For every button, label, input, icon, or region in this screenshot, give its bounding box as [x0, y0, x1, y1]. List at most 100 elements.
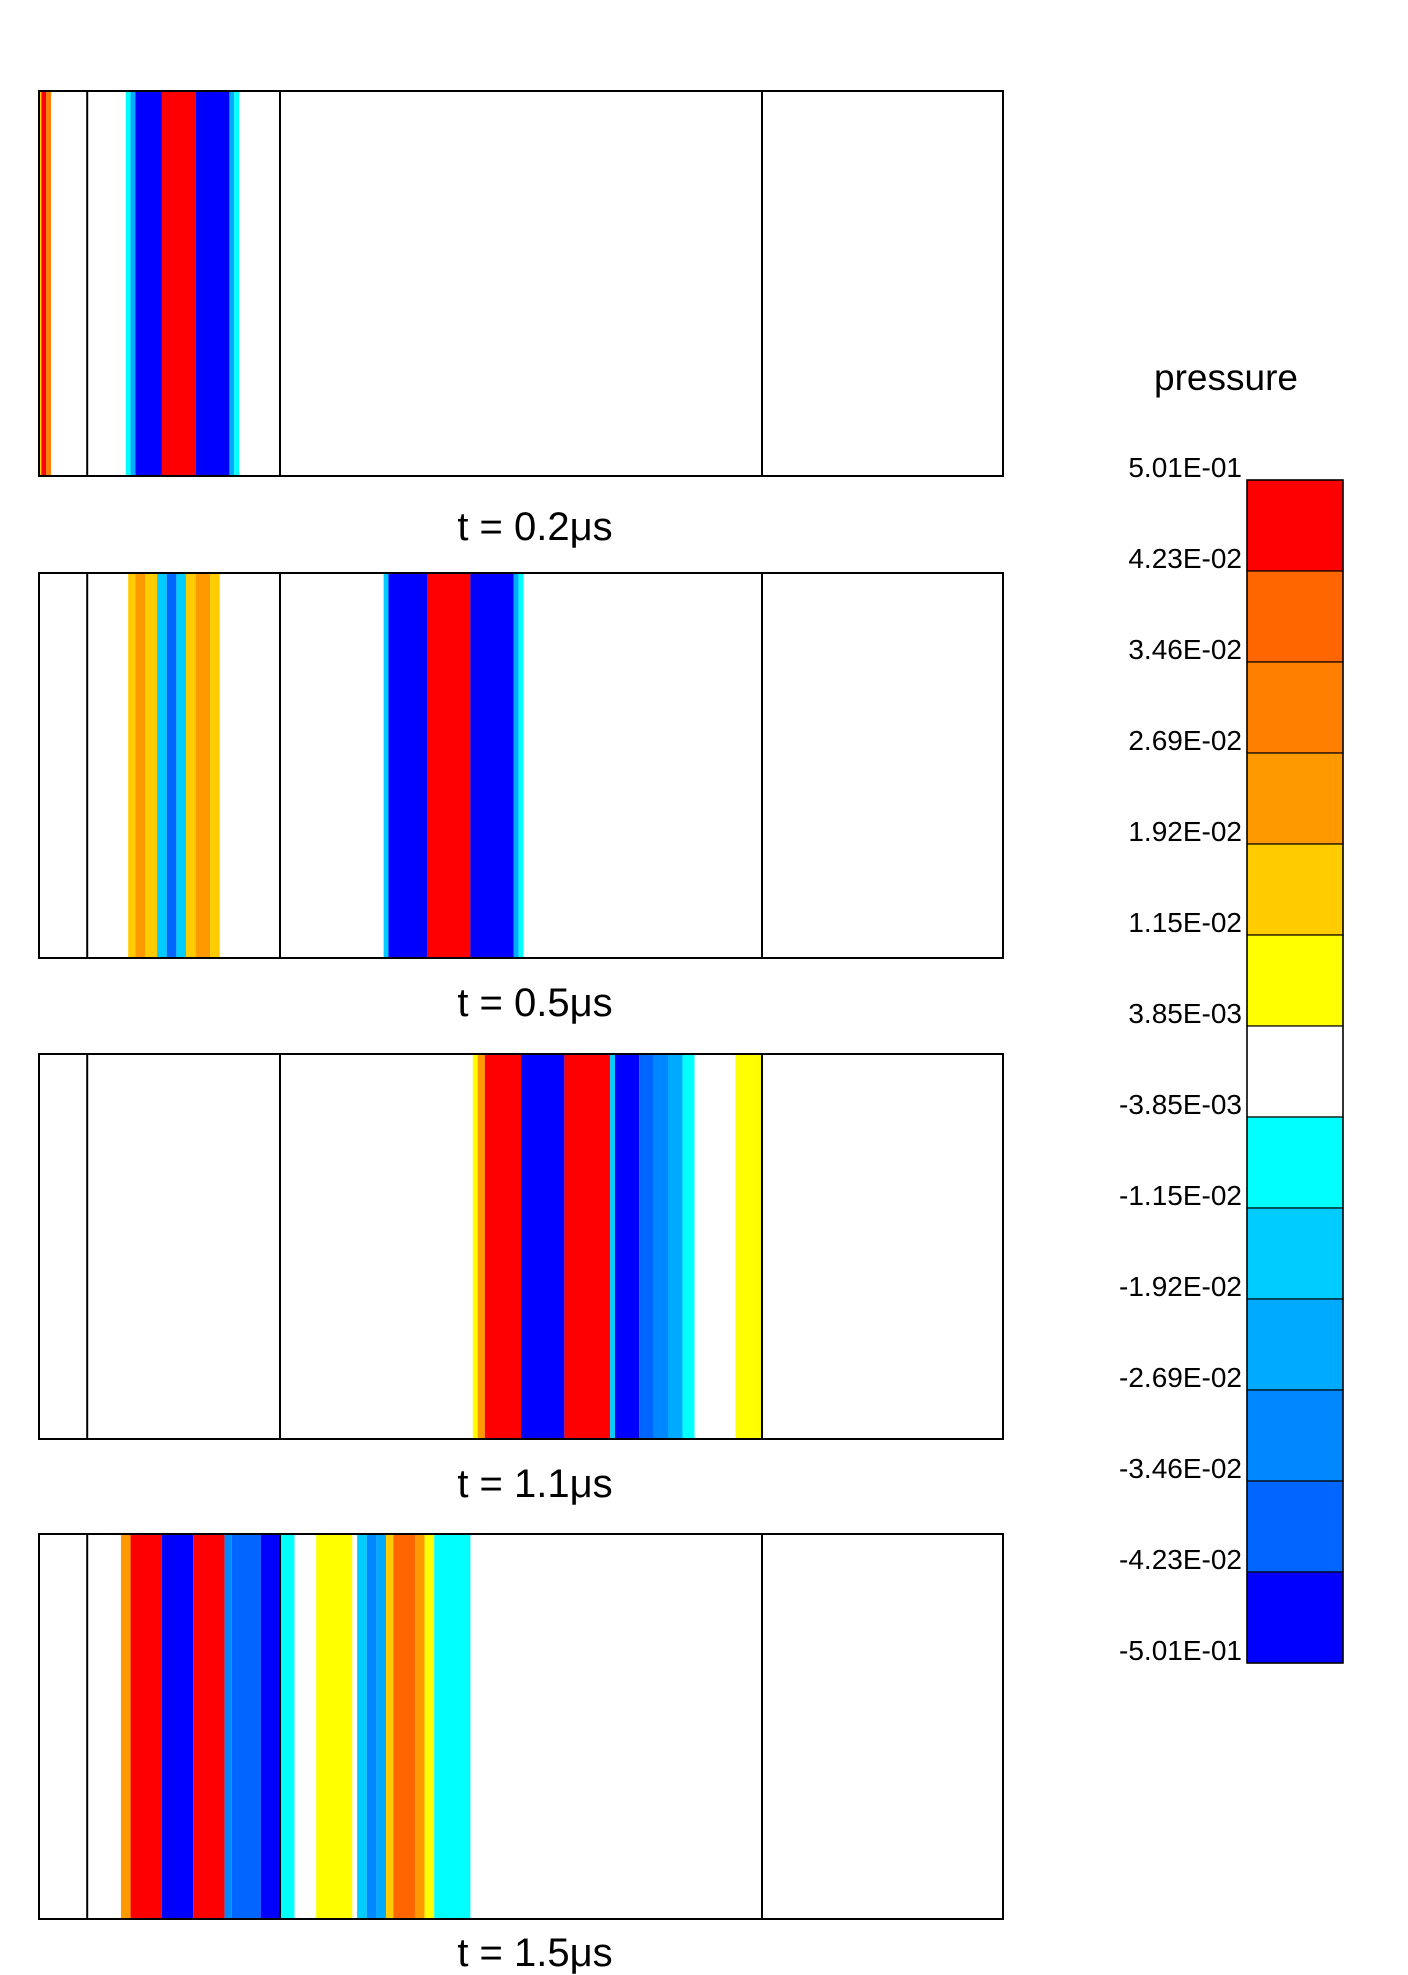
pressure-band [470, 573, 514, 958]
pressure-band [434, 1534, 471, 1919]
time-caption: t = 0.5μs [457, 981, 612, 1025]
pressure-band [39, 91, 42, 476]
legend-tick-label: 5.01E-01 [1128, 452, 1242, 483]
legend-swatch [1246, 1480, 1344, 1573]
legend-swatch [1246, 570, 1344, 663]
legend-tick-label: -5.01E-01 [1119, 1635, 1242, 1666]
panel-frame [38, 1533, 1004, 1920]
pressure-band [386, 1534, 394, 1919]
pressure-band [135, 573, 146, 958]
legend-swatch [1246, 661, 1344, 754]
legend-title: pressure [1154, 357, 1298, 398]
pressure-band [513, 573, 519, 958]
legend-swatch [1246, 1025, 1344, 1118]
panel-4: t = 1.5μs [38, 1533, 1004, 1975]
panel-frame [38, 572, 1004, 959]
pressure-band [521, 1054, 565, 1439]
legend-swatch [1246, 479, 1344, 572]
pressure-band [193, 1534, 225, 1919]
legend-swatch [1246, 752, 1344, 845]
legend-swatch [1246, 843, 1344, 936]
pressure-band [653, 1054, 669, 1439]
legend-tick-label: 2.69E-02 [1128, 725, 1242, 756]
panel-3: t = 1.1μs [38, 1053, 1004, 1506]
pressure-band [195, 91, 230, 476]
pressure-band [46, 91, 52, 476]
pressure-band [316, 1534, 353, 1919]
legend-swatches [1246, 479, 1344, 1664]
legend-tick-label: 4.23E-02 [1128, 543, 1242, 574]
pressure-band [614, 1054, 640, 1439]
legend-tick-label: 3.85E-03 [1128, 998, 1242, 1029]
pressure-band [229, 91, 235, 476]
legend-swatch [1246, 1207, 1344, 1300]
legend-frame [1246, 479, 1344, 1664]
pressure-band [157, 573, 167, 958]
pressure-band [393, 1534, 415, 1919]
pressure-band [125, 91, 131, 476]
legend-swatch [1246, 1571, 1344, 1664]
pressure-band [231, 1534, 261, 1919]
pressure-band [166, 573, 177, 958]
legend-tick-label: -3.46E-02 [1119, 1453, 1242, 1484]
pressure-band [477, 1054, 485, 1439]
panels-group: t = 0.2μs t = 0.5μs t = 1.1μs t = 1.5μs [38, 90, 1004, 1975]
legend-swatch [1246, 1298, 1344, 1391]
pressure-band [130, 91, 136, 476]
pressure-band [176, 573, 187, 958]
legend-tick-label: 1.92E-02 [1128, 816, 1242, 847]
pressure-band [518, 573, 524, 958]
pressure-band [383, 573, 389, 958]
legend-tick-label: -1.92E-02 [1119, 1271, 1242, 1302]
pressure-band [564, 1054, 611, 1439]
legend-tick-label: -1.15E-02 [1119, 1180, 1242, 1211]
time-caption: t = 0.2μs [457, 505, 612, 549]
legend-tick-label: -4.23E-02 [1119, 1544, 1242, 1575]
pressure-band [668, 1054, 683, 1439]
pressure-band [135, 91, 162, 476]
legend-swatch [1246, 1389, 1344, 1482]
pressure-band [41, 91, 47, 476]
panel-1: t = 0.2μs [38, 90, 1004, 549]
legend-swatch [1246, 1116, 1344, 1209]
legend-swatch [1246, 934, 1344, 1027]
pressure-band [234, 91, 240, 476]
pressure-band [224, 1534, 232, 1919]
legend-tick-label: -2.69E-02 [1119, 1362, 1242, 1393]
pressure-band [128, 573, 136, 958]
legend-tick-label: 3.46E-02 [1128, 634, 1242, 665]
pressure-band [376, 1534, 387, 1919]
pressure-band [161, 1534, 194, 1919]
pressure-band [366, 1534, 377, 1919]
pressure-band [260, 1534, 280, 1919]
pressure-band [388, 573, 428, 958]
pressure-band [145, 573, 158, 958]
pressure-band [427, 573, 471, 958]
pressure-band [484, 1054, 521, 1439]
pressure-band [120, 1534, 131, 1919]
panel-2: t = 0.5μs [38, 572, 1004, 1025]
panel-frame [38, 1053, 1004, 1440]
panel-frame [38, 90, 1004, 477]
time-caption: t = 1.1μs [457, 1462, 612, 1506]
pressure-band [195, 573, 211, 958]
pressure-band [682, 1054, 695, 1439]
pressure-band [280, 1534, 295, 1919]
pressure-band [735, 1054, 762, 1439]
legend-ticks: 5.01E-01 4.23E-02 3.46E-02 2.69E-02 1.92E-02… [1119, 452, 1242, 1666]
pressure-legend: pressure 5.01E-01 4.23E-02 3.46E-02 2.69E-0… [1119, 357, 1344, 1666]
pressure-band [186, 573, 196, 958]
legend-tick-label: -3.85E-03 [1119, 1089, 1242, 1120]
pressure-band [130, 1534, 162, 1919]
pressure-band [210, 573, 220, 958]
pressure-band [161, 91, 196, 476]
legend-tick-label: 1.15E-02 [1128, 907, 1242, 938]
pressure-band [472, 1054, 478, 1439]
pressure-band [610, 1054, 615, 1439]
pressure-band [424, 1534, 435, 1919]
time-caption: t = 1.5μs [457, 1931, 612, 1975]
pressure-band [414, 1534, 425, 1919]
pressure-band [639, 1054, 654, 1439]
pressure-band [357, 1534, 367, 1919]
